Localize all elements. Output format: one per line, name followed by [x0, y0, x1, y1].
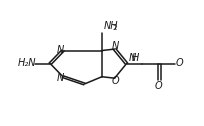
Text: H₂N: H₂N — [17, 58, 36, 68]
Text: NH: NH — [103, 21, 118, 31]
Text: N: N — [111, 41, 119, 51]
Text: N: N — [56, 72, 63, 83]
Text: N: N — [128, 53, 135, 63]
Text: 2: 2 — [112, 25, 117, 31]
Text: O: O — [154, 81, 162, 91]
Text: N: N — [56, 45, 63, 55]
Text: H: H — [131, 53, 139, 63]
Text: O: O — [111, 76, 119, 86]
Text: O: O — [175, 58, 183, 68]
